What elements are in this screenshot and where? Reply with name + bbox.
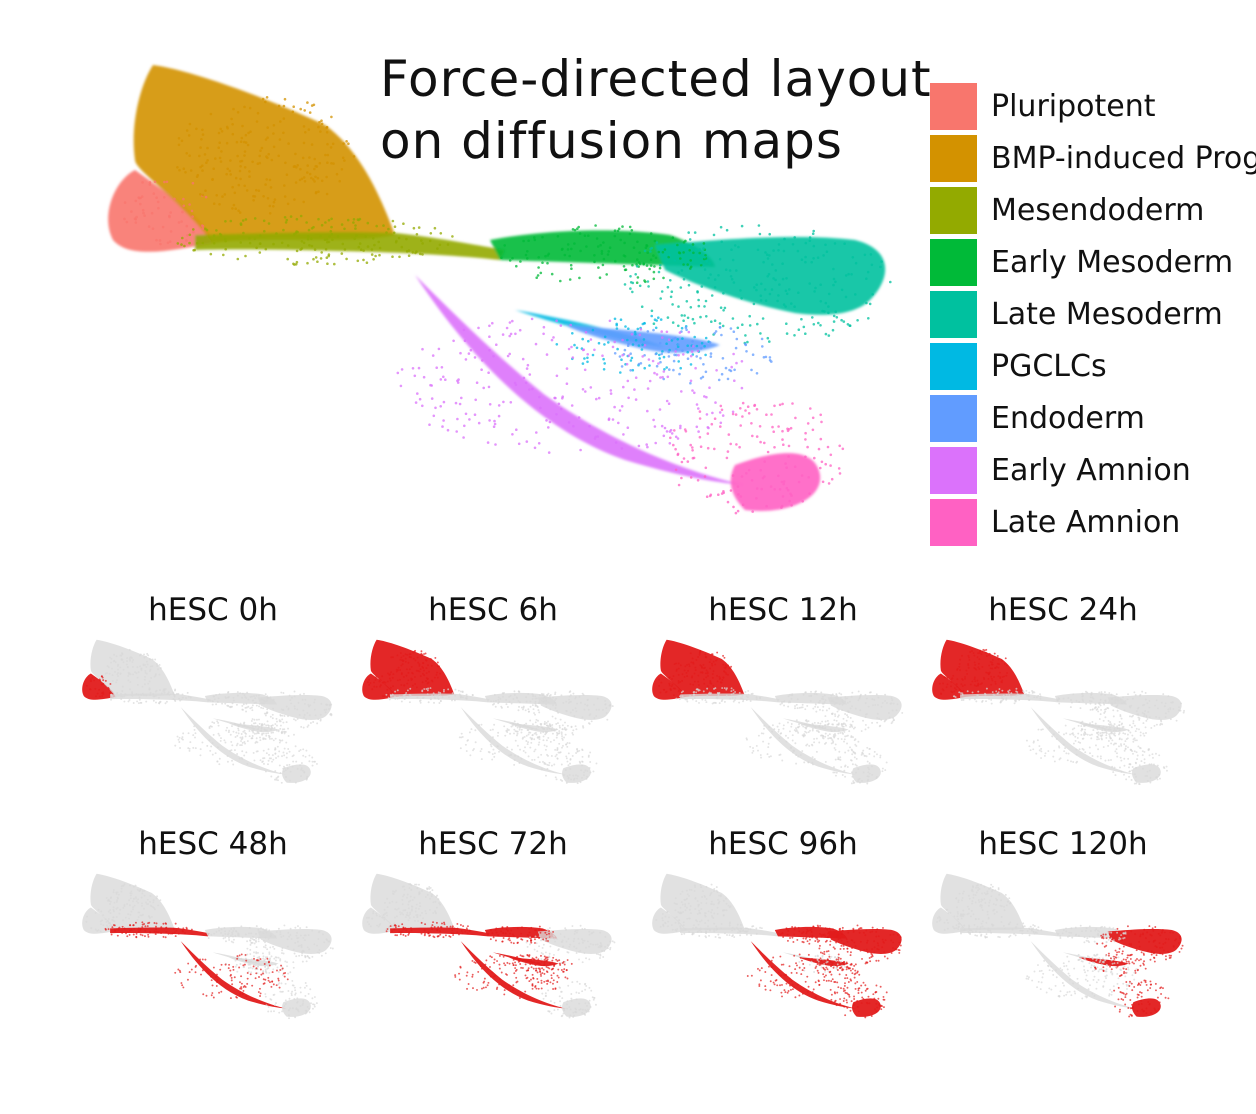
mini-embedding-plot [82, 873, 334, 1020]
title-line-1: Force-directed layout [380, 50, 932, 108]
highlighted-region [940, 639, 1025, 697]
title-line-2: on diffusion maps [380, 112, 843, 170]
background-region [852, 764, 881, 783]
highlighted-region [827, 929, 902, 954]
background-region [562, 764, 591, 783]
background-region [660, 873, 745, 931]
background-region [508, 723, 559, 733]
main-embedding-plot [108, 65, 892, 515]
cluster-region [195, 232, 505, 260]
panel-label: hESC 6h [428, 592, 558, 628]
mini-embedding-plot [82, 639, 333, 784]
legend-item: PGCLCs [930, 340, 1256, 392]
mini-embedding-plot [932, 873, 1184, 1018]
legend-item: Endoderm [930, 392, 1256, 444]
legend-label: BMP-induced Progenitors [991, 140, 1256, 176]
legend-label: Endoderm [991, 400, 1145, 436]
legend-swatch [930, 238, 977, 286]
background-region [932, 907, 966, 934]
panel-label: hESC 72h [418, 826, 568, 862]
legend-label: Late Amnion [991, 504, 1181, 540]
mini-embedding-plot [652, 639, 904, 785]
background-region [390, 693, 490, 703]
background-region [1030, 707, 1137, 775]
highlighted-region [362, 673, 396, 700]
mini-embedding-plot [362, 873, 616, 1019]
legend-swatch [930, 186, 977, 234]
panel-label: hESC 120h [978, 826, 1148, 862]
cluster-region [133, 65, 396, 243]
legend-swatch [930, 134, 977, 182]
background-region [90, 873, 175, 931]
legend-swatch [930, 290, 977, 338]
timepoint-panel-48h: hESC 48h [78, 826, 358, 1041]
background-region [798, 723, 849, 733]
background-region [537, 695, 612, 720]
legend-item: BMP-induced Progenitors [930, 132, 1256, 184]
panel-label: hESC 96h [708, 826, 858, 862]
legend-swatch [930, 82, 977, 130]
figure-title: Force-directed layout on diffusion maps [380, 48, 940, 172]
timepoint-panel-12h: hESC 12h [648, 592, 928, 807]
background-region [282, 764, 311, 783]
legend-item: Early Amnion [930, 444, 1256, 496]
timepoint-panel-96h: hESC 96h [648, 826, 928, 1041]
panel-label: hESC 24h [988, 592, 1138, 628]
mini-embedding-plot [362, 639, 614, 785]
panel-label: hESC 12h [708, 592, 858, 628]
highlighted-region [370, 639, 455, 697]
mini-embedding-plot [652, 873, 902, 1019]
legend-label: Mesendoderm [991, 192, 1205, 228]
legend-label: Early Mesoderm [991, 244, 1234, 280]
legend-item: Mesendoderm [930, 184, 1256, 236]
cluster-region [415, 275, 745, 485]
legend-item: Early Mesoderm [930, 236, 1256, 288]
timepoint-panel-120h: hESC 120h [928, 826, 1208, 1041]
legend-label: Early Amnion [991, 452, 1191, 488]
cluster-region [490, 230, 715, 267]
timepoint-panel-0h: hESC 0h [78, 592, 358, 807]
legend-swatch [930, 394, 977, 442]
background-region [537, 929, 612, 954]
cluster-region [730, 453, 821, 511]
background-region [827, 695, 902, 720]
legend-swatch [930, 446, 977, 494]
legend-swatch [930, 342, 977, 390]
timepoint-panel-72h: hESC 72h [358, 826, 638, 1041]
timepoint-panel-6h: hESC 6h [358, 592, 638, 807]
background-region [90, 639, 175, 697]
panel-label: hESC 48h [138, 826, 288, 862]
legend-item: Late Amnion [930, 496, 1256, 548]
timepoint-panel-24h: hESC 24h [928, 592, 1208, 807]
background-region [257, 929, 332, 954]
cluster-region [565, 325, 720, 353]
legend-label: PGCLCs [991, 348, 1107, 384]
background-region [750, 707, 857, 775]
legend-item: Late Mesoderm [930, 288, 1256, 340]
cluster-region [108, 170, 213, 252]
legend-label: Pluripotent [991, 88, 1156, 124]
legend: Pluripotent BMP-induced Progenitors Mese… [930, 80, 1256, 548]
mini-embedding-plot [932, 639, 1186, 786]
background-region [1132, 764, 1161, 783]
background-region [370, 873, 455, 931]
background-region [562, 998, 591, 1017]
panel-label: hESC 0h [148, 592, 278, 628]
legend-label: Late Mesoderm [991, 296, 1223, 332]
legend-swatch [930, 498, 977, 546]
background-region [257, 695, 332, 720]
background-region [1054, 926, 1128, 939]
background-region [960, 693, 1060, 703]
cluster-region [655, 237, 886, 315]
legend-item: Pluripotent [930, 80, 1256, 132]
highlighted-region [1107, 929, 1182, 954]
